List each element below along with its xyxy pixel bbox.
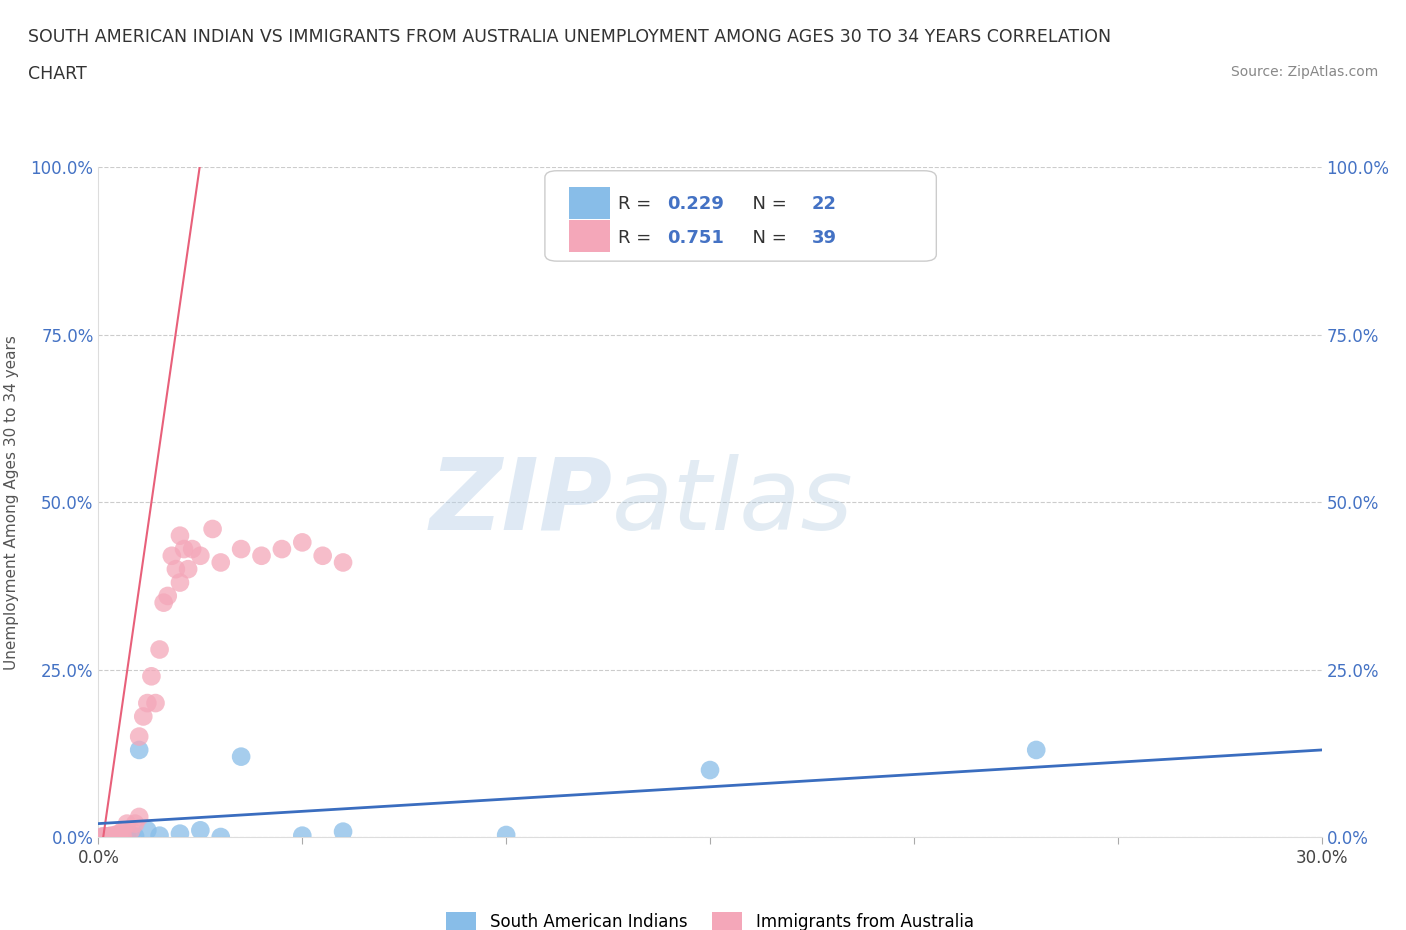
Point [156,589,179,604]
Point [188,549,212,564]
Point [250,549,273,564]
Point [145,696,167,711]
Point [165,562,187,577]
Point [291,829,314,844]
Point [128,729,150,744]
Point [124,817,146,831]
Point [124,829,146,844]
Point [181,541,204,556]
Point [100,830,122,844]
Text: 0.751: 0.751 [668,229,724,246]
Text: N =: N = [741,195,792,213]
Point [231,541,253,556]
Point [169,826,191,841]
Point [136,823,159,838]
Point [209,830,232,844]
Point [111,823,134,838]
Point [270,541,294,556]
Text: CHART: CHART [28,65,87,83]
Point [100,829,122,844]
Point [209,555,232,570]
Point [132,709,155,724]
Point [91,830,114,844]
Point [128,809,150,824]
Point [108,829,131,844]
Point [699,763,721,777]
Point [128,742,150,757]
Point [108,826,131,841]
Point [149,829,172,844]
Point [104,829,127,844]
Point [188,823,212,838]
Point [1025,742,1047,757]
Text: 0.229: 0.229 [668,195,724,213]
Y-axis label: Unemployment Among Ages 30 to 34 years: Unemployment Among Ages 30 to 34 years [4,335,20,670]
Point [111,829,134,844]
Point [96,829,118,844]
Point [495,828,517,843]
Point [115,830,138,844]
Point [91,830,114,844]
Text: ZIP: ZIP [429,454,612,551]
Point [173,541,195,556]
Point [104,829,127,844]
Point [115,817,138,831]
Point [120,828,142,843]
Point [332,555,354,570]
Text: N =: N = [741,229,792,246]
Point [160,549,183,564]
Point [104,828,127,843]
Text: atlas: atlas [612,454,853,551]
Point [108,828,131,843]
FancyBboxPatch shape [569,220,610,252]
Text: SOUTH AMERICAN INDIAN VS IMMIGRANTS FROM AUSTRALIA UNEMPLOYMENT AMONG AGES 30 TO: SOUTH AMERICAN INDIAN VS IMMIGRANTS FROM… [28,28,1111,46]
Point [169,528,191,543]
Text: Source: ZipAtlas.com: Source: ZipAtlas.com [1230,65,1378,79]
Legend: South American Indians, Immigrants from Australia: South American Indians, Immigrants from … [440,906,980,930]
Text: 22: 22 [811,195,837,213]
Point [111,830,134,844]
FancyBboxPatch shape [546,171,936,261]
Text: 39: 39 [811,229,837,246]
Text: R =: R = [619,229,657,246]
Point [115,829,138,844]
Point [120,823,142,838]
Text: R =: R = [619,195,657,213]
Point [91,829,114,844]
Point [201,522,224,537]
Point [169,575,191,590]
Point [96,829,118,844]
Point [231,750,253,764]
Point [332,824,354,839]
Point [136,696,159,711]
Point [312,549,335,564]
FancyBboxPatch shape [569,187,610,219]
Point [149,642,172,657]
Point [100,829,122,844]
Point [291,535,314,550]
Point [141,669,163,684]
Point [152,595,174,610]
Point [177,562,200,577]
